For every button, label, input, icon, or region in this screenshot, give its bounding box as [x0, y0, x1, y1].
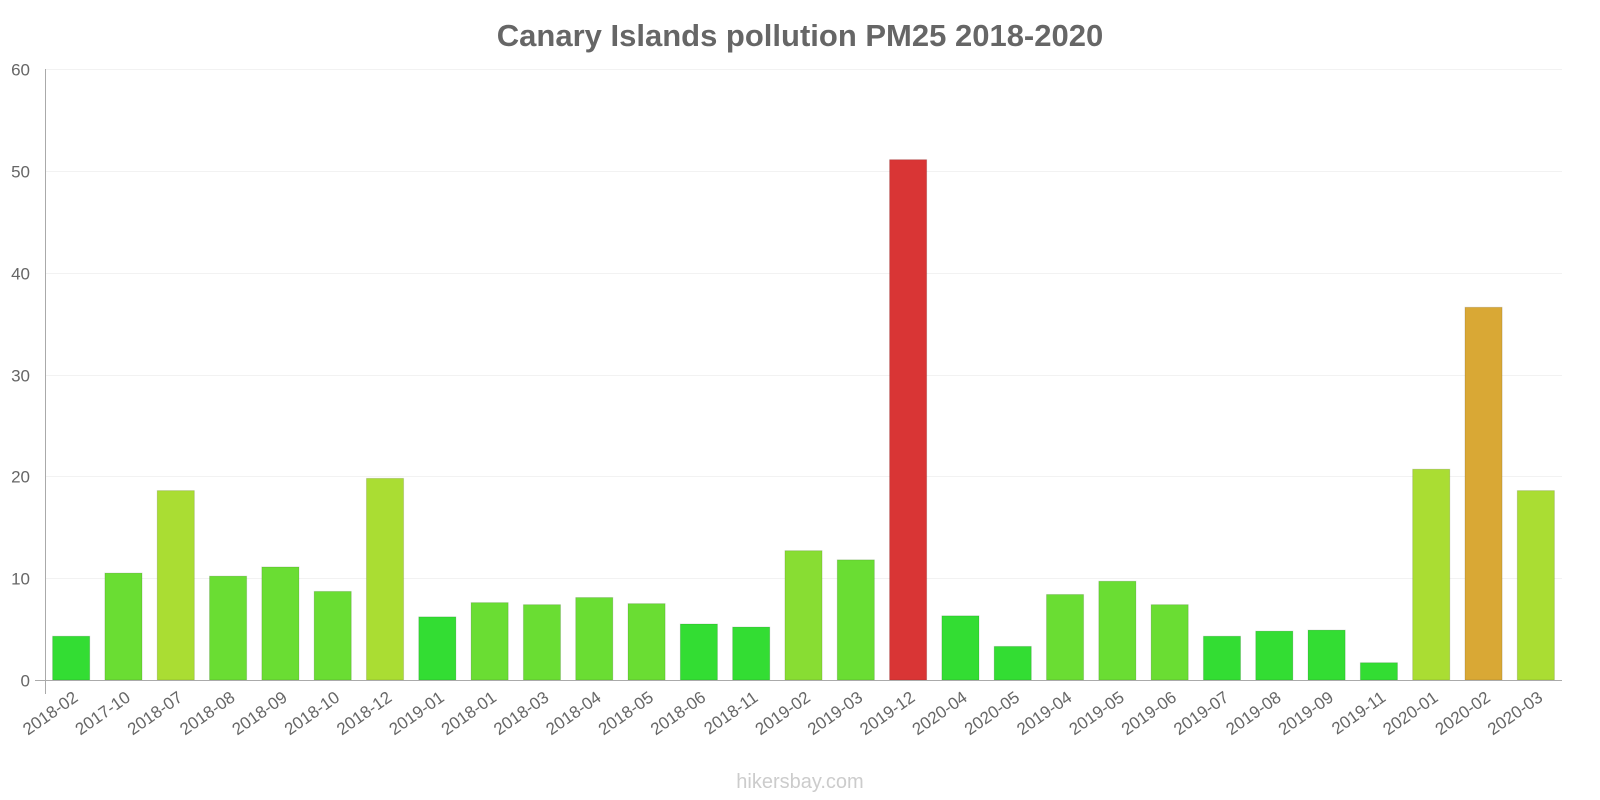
- bar-2017-10[interactable]: [104, 572, 143, 681]
- bar-2019-01[interactable]: [418, 616, 457, 681]
- y-tick-label: 0: [21, 672, 30, 691]
- bar-2020-04[interactable]: [941, 615, 980, 681]
- x-tick-label: 2019-03: [804, 688, 866, 739]
- x-tick-label: 2020-01: [1380, 688, 1442, 739]
- x-tick-label: 2018-01: [438, 688, 500, 739]
- bar-2020-03[interactable]: [1516, 490, 1555, 681]
- bar-2019-09[interactable]: [1307, 629, 1346, 681]
- x-tick-label: 2019-11: [1328, 688, 1389, 739]
- bar-2018-10[interactable]: [313, 590, 352, 681]
- bar-2020-01[interactable]: [1412, 468, 1451, 681]
- x-tick-label: 2018-12: [333, 688, 395, 739]
- x-tick-label: 2019-02: [752, 688, 814, 739]
- x-tick-label: 2018-02: [19, 688, 81, 739]
- x-tick-label: 2019-04: [1013, 688, 1075, 739]
- chart-title: Canary Islands pollution PM25 2018-2020: [497, 18, 1103, 53]
- x-tick-label: 2019-12: [856, 688, 918, 739]
- bar-2018-07[interactable]: [156, 490, 195, 681]
- bar-2019-04[interactable]: [1045, 593, 1085, 681]
- bar-2020-05[interactable]: [993, 645, 1032, 681]
- x-tick-label: 2019-09: [1275, 688, 1337, 739]
- bar-2018-03[interactable]: [522, 604, 562, 681]
- y-tick-label: 10: [11, 570, 30, 589]
- x-tick-label: 2019-06: [1118, 688, 1180, 739]
- y-tick-label: 40: [11, 265, 30, 284]
- bar-2018-11[interactable]: [732, 626, 771, 681]
- y-axis-ticks: 0 10 20 30 40 50 60: [11, 61, 30, 691]
- bar-2019-11[interactable]: [1359, 662, 1398, 681]
- x-tick-label: 2020-02: [1432, 688, 1494, 739]
- x-tick-label: 2019-08: [1223, 688, 1285, 739]
- x-tick-label: 2018-07: [124, 688, 186, 739]
- bar-2019-12[interactable]: [889, 159, 928, 681]
- y-tick-label: 50: [11, 163, 30, 182]
- y-tick-label: 60: [11, 61, 30, 80]
- x-tick-label: 2019-05: [1066, 688, 1128, 739]
- bar-2018-09[interactable]: [261, 566, 300, 681]
- bar-2018-06[interactable]: [679, 623, 718, 681]
- x-tick-label: 2020-03: [1484, 688, 1546, 739]
- x-tick-label: 2018-04: [543, 688, 605, 739]
- bar-2018-02[interactable]: [52, 635, 91, 681]
- bar-2019-03[interactable]: [836, 559, 875, 681]
- gridlines: [45, 69, 1562, 579]
- x-tick-label: 2020-04: [909, 688, 971, 739]
- x-tick-label: 2018-05: [595, 688, 657, 739]
- bar-2019-06[interactable]: [1150, 604, 1189, 681]
- bar-2019-05[interactable]: [1098, 580, 1137, 681]
- credit-watermark: hikersbay.com: [736, 771, 863, 793]
- x-tick-label: 2017-10: [72, 688, 134, 739]
- x-tick-label: 2018-11: [701, 688, 762, 739]
- bar-2018-08[interactable]: [209, 575, 248, 681]
- bar-2019-07[interactable]: [1202, 635, 1242, 681]
- bar-2018-05[interactable]: [627, 603, 666, 681]
- bar-2018-01[interactable]: [470, 602, 509, 681]
- bar-2020-02[interactable]: [1464, 306, 1503, 681]
- bar-2018-12[interactable]: [365, 477, 405, 681]
- x-tick-label: 2018-03: [490, 688, 552, 739]
- x-tick-label: 2018-06: [647, 688, 709, 739]
- x-tick-label: 2018-08: [176, 688, 238, 739]
- y-tick-label: 30: [11, 367, 30, 386]
- x-tick-label: 2019-07: [1170, 688, 1232, 739]
- x-tick-label: 2019-01: [386, 688, 448, 739]
- y-tick-label: 20: [11, 468, 30, 487]
- x-axis-ticks: 2018-022017-102018-072018-082018-092018-…: [19, 688, 1546, 739]
- bar-2018-04[interactable]: [575, 597, 614, 681]
- bars: [52, 159, 1555, 681]
- x-tick-label: 2018-10: [281, 688, 343, 739]
- x-tick-label: 2020-05: [961, 688, 1023, 739]
- bar-2019-08[interactable]: [1255, 630, 1294, 681]
- bar-2019-02[interactable]: [784, 550, 823, 681]
- x-tick-label: 2018-09: [229, 688, 291, 739]
